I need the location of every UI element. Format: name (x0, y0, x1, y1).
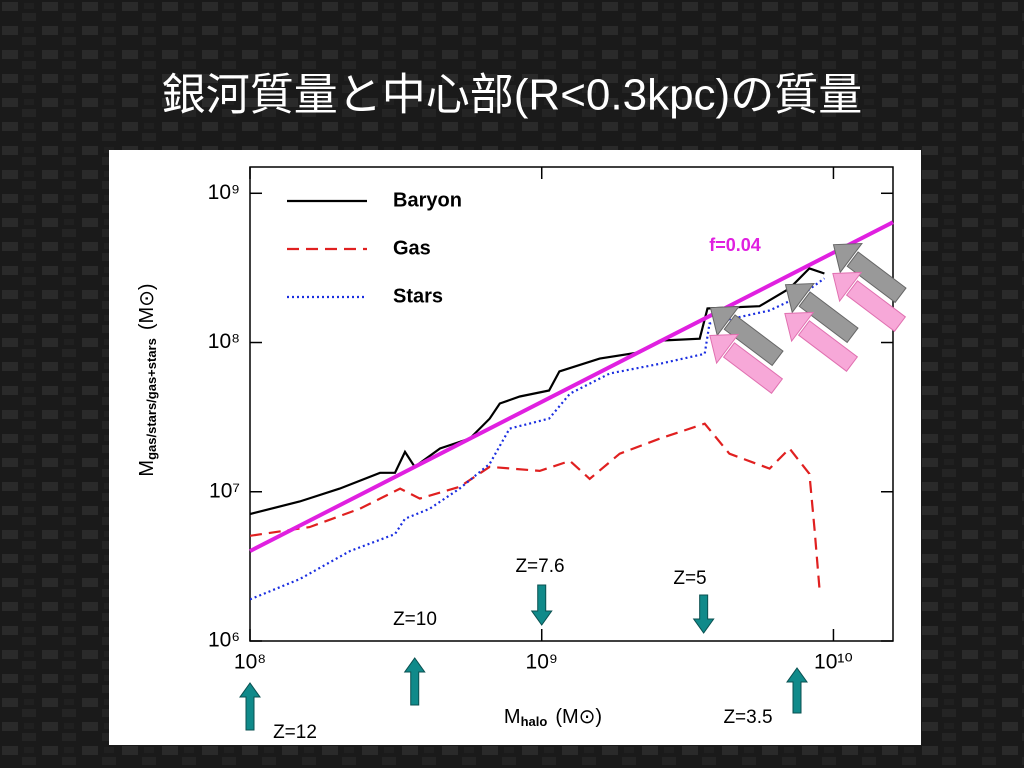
x-tick-label: 10⁸ (234, 651, 266, 674)
redshift-arrow (530, 584, 553, 626)
series-line (250, 422, 821, 590)
redshift-label: Z=10 (393, 609, 437, 630)
legend-label: Stars (393, 285, 443, 307)
x-axis-label: Mhalo (M⊙) (504, 706, 602, 729)
y-tick-label: 10⁸ (208, 330, 240, 353)
chart-panel (109, 150, 921, 745)
legend-label: Baryon (393, 189, 462, 211)
x-axis-label-unit: (M⊙) (555, 706, 602, 728)
y-axis-label: Mgas/stars/gas+stars (M⊙) (136, 283, 159, 476)
slide-title: 銀河質量と中心部(R<0.3kpc)の質量 (162, 71, 862, 120)
x-axis-label-subscript: halo (521, 714, 548, 729)
y-tick-label: 10⁹ (208, 181, 240, 204)
redshift-arrow (786, 667, 808, 714)
y-tick-label: 10⁶ (208, 629, 240, 652)
x-axis-label-symbol: M (504, 706, 521, 728)
x-tick-label: 10⁹ (526, 651, 558, 674)
fit-line (249, 220, 894, 553)
decor-arrows (709, 243, 907, 394)
redshift-label: Z=7.6 (515, 556, 564, 577)
plot-frame (249, 166, 894, 642)
redshift-label: Z=12 (273, 722, 317, 743)
redshift-label: Z=3.5 (723, 707, 772, 728)
redshift-arrow (403, 657, 426, 706)
redshift-label: Z=5 (673, 568, 706, 589)
x-tick-label: 10¹⁰ (814, 651, 853, 674)
fit-label: f=0.04 (709, 235, 761, 255)
redshift-arrow (239, 682, 261, 731)
redshift-arrow (692, 594, 715, 634)
y-axis-label-symbol: M (136, 460, 158, 477)
y-axis-label-subscript: gas/stars/gas+stars (144, 338, 159, 460)
y-axis-label-unit: (M⊙) (136, 283, 158, 330)
y-tick-label: 10⁷ (209, 479, 240, 502)
legend-label: Gas (393, 237, 431, 259)
